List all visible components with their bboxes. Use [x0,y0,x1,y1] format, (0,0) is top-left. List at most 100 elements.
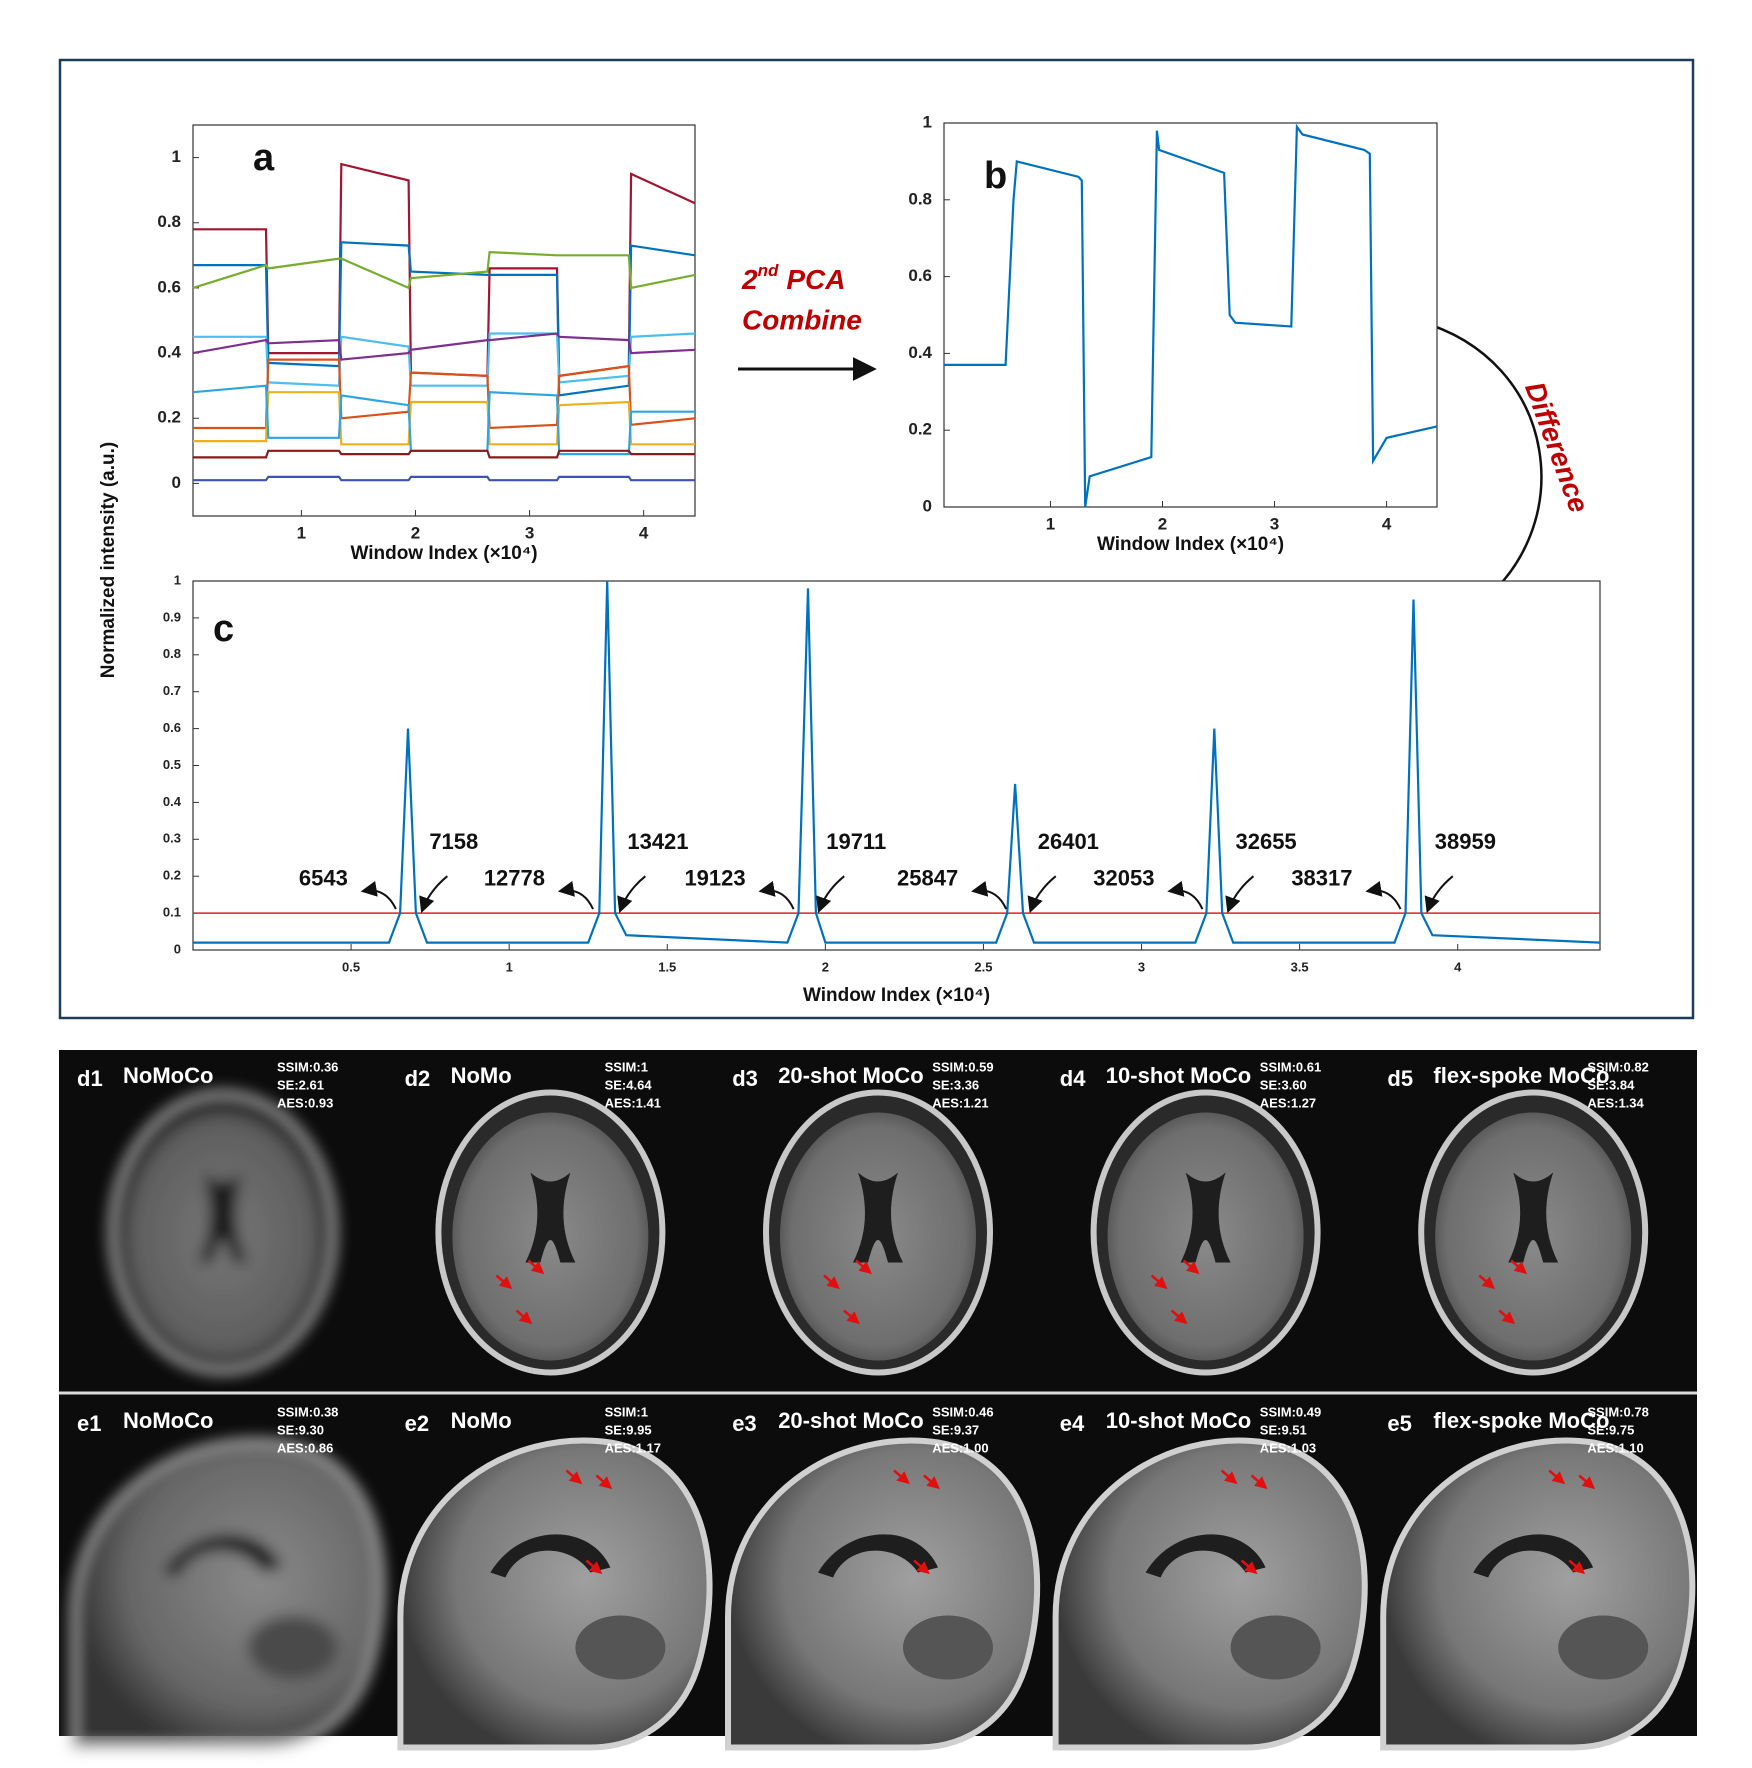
red-arrow [1220,1469,1238,1485]
panel-metric: SE:9.30 [277,1422,324,1437]
panel-metric: AES:1.00 [932,1440,988,1455]
panel-id: e3 [732,1411,756,1436]
crossing-label: 13421 [627,829,688,854]
crossing-label: 32053 [1093,866,1154,891]
crossing-label: 38317 [1291,866,1352,891]
x-tick-label: 3 [1270,514,1279,533]
x-tick-label: 4 [1454,959,1462,974]
panel-metric: SE:2.61 [277,1077,324,1092]
red-arrow [1240,1559,1258,1575]
mri-image [435,1089,666,1376]
x-tick-label: 1.5 [658,959,676,974]
panel-title: NoMo [451,1408,512,1433]
cerebellum [903,1615,993,1680]
y-tick-label: 1 [174,572,181,587]
ventricles [853,1172,903,1263]
mri-cell: e1 NoMoCo SSIM:0.38 SE:9.30 AES:0.86 [69,1404,385,1751]
plot-frame [943,122,1438,508]
line-series [193,475,695,482]
crossing-arrow [617,875,646,914]
x-tick-label: 0.5 [342,959,360,974]
panel-title: NoMoCo [123,1408,213,1433]
x-tick-label: 2 [1158,514,1167,533]
panel-id: d4 [1060,1066,1086,1091]
x-tick-label: 2.5 [974,959,992,974]
red-arrow [1478,1274,1496,1290]
y-tick-label: 0.4 [908,343,932,362]
x-tick-label: 1 [506,959,513,974]
panel-label: c [213,608,234,650]
y-tick-label: 0.8 [163,646,181,661]
cerebellum [1558,1615,1649,1680]
panel-title: 20-shot MoCo [778,1408,923,1433]
corpus-callosum [490,1534,611,1578]
mri-cells: d1 NoMoCo SSIM:0.36 SE:2.61 AES:0.93 d2 NoMo SS… [69,1059,1696,1751]
cerebellum [1230,1615,1321,1680]
mri-image [1418,1089,1649,1376]
cerebellum [575,1615,666,1680]
red-arrow [913,1559,930,1575]
red-arrow [585,1559,603,1575]
red-arrow [527,1259,545,1275]
x-axis-label: Window Index (×10⁴) [803,985,990,1006]
y-tick-label: 0.7 [163,683,181,698]
x-tick-label: 1 [1046,514,1055,533]
y-tick-label: 0.3 [163,831,181,846]
y-tick-label: 0 [174,941,181,956]
line-series [193,580,1601,944]
panel-metric: AES:1.34 [1587,1095,1644,1110]
x-tick-label: 3.5 [1291,959,1309,974]
difference-label: Difference [1519,378,1595,517]
panel-metric: SE:9.95 [605,1422,652,1437]
crossing-arrow [1365,880,1402,910]
panel-metric: SSIM:1 [605,1404,648,1419]
panel-metric: SE:3.60 [1260,1077,1307,1092]
panel-metric: AES:1.21 [932,1095,988,1110]
crossing-label: 26401 [1038,829,1099,854]
x-axis-label: Window Index (×10⁴) [1097,534,1284,555]
panel-id: d1 [77,1066,103,1091]
panel-title: 20-shot MoCo [778,1063,923,1088]
crossing-arrow [971,880,1008,910]
chart: 0 0.2 0.4 0.6 0.8 1 1 2 3 4 Window Index (×10⁴) b [908,112,1438,555]
combine-label-2: Combine [742,304,862,335]
panel-id: e5 [1387,1411,1411,1436]
charts: 0 0.2 0.4 0.6 0.8 1 1 2 3 4 Window Index (×10⁴) Nor… [98,112,1601,1006]
x-tick-label: 3 [525,523,534,542]
panel-metric: SSIM:0.61 [1260,1059,1321,1074]
mri-image [725,1437,1041,1751]
panel-metric: SSIM:0.46 [932,1404,993,1419]
panel-title: flex-spoke MoCo [1433,1063,1609,1088]
panel-metric: AES:1.10 [1587,1440,1643,1455]
red-arrow [595,1474,613,1490]
crossing-label: 12778 [484,866,545,891]
crossing-arrow [557,880,594,910]
y-tick-label: 0.1 [163,905,181,920]
y-tick-label: 0.9 [163,609,181,624]
red-arrow [1548,1469,1566,1485]
y-tick-label: 0.2 [908,420,932,439]
x-tick-label: 4 [639,523,649,542]
x-tick-label: 4 [1382,514,1392,533]
red-arrow [1150,1274,1168,1290]
panel-metric: SSIM:0.82 [1587,1059,1648,1074]
panel-metric: AES:0.86 [277,1440,333,1455]
chart: 0 0.1 0.2 0.3 0.4 0.5 0.6 0.7 0.8 0.9 1 0.5 1 1.5 2 2.5… [163,572,1601,1006]
red-arrow [1568,1559,1586,1575]
panel-metric: AES:1.03 [1260,1440,1316,1455]
red-arrow [855,1259,872,1275]
panel-metric: AES:1.27 [1260,1095,1316,1110]
red-arrow [1182,1259,1200,1275]
panel-title: NoMoCo [123,1063,213,1088]
crossing-arrow [1167,880,1204,910]
panel-metric: SSIM:0.59 [932,1059,993,1074]
panel-title: NoMo [451,1063,512,1088]
y-tick-label: 0.2 [163,868,181,883]
mri-image [69,1437,385,1751]
crossing-label: 25847 [897,866,958,891]
line-series [193,358,696,430]
x-tick-label: 3 [1138,959,1145,974]
combine-label: 2nd PCA [741,261,845,295]
top-frame [58,58,1695,1020]
